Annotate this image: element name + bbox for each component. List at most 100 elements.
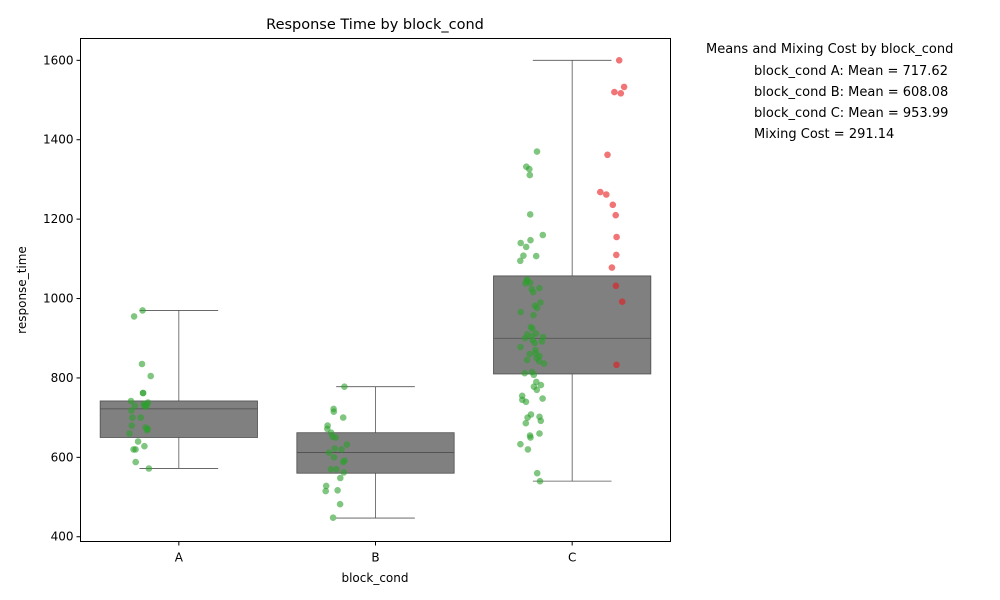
data-point [132, 458, 139, 466]
data-point [130, 313, 138, 320]
data-point [325, 449, 333, 456]
data-point [517, 440, 524, 448]
data-point [533, 304, 541, 312]
x-tick-label: B [371, 551, 379, 565]
x-axis: A B C [175, 541, 576, 565]
data-point [517, 257, 524, 265]
summary-line-c: block_cond C: Mean = 953.99 [754, 106, 948, 121]
x-axis-label: block_cond [341, 571, 408, 585]
data-point [327, 465, 335, 473]
data-point [597, 188, 604, 196]
data-point [539, 395, 546, 402]
data-point [536, 430, 543, 437]
data-point [522, 280, 529, 287]
data-point [340, 469, 348, 476]
data-point [131, 402, 139, 410]
y-tick-label: 800 [51, 371, 74, 385]
data-point [522, 398, 530, 406]
data-point [129, 414, 136, 421]
y-tick-label: 1000 [43, 292, 74, 306]
data-point [341, 383, 348, 391]
data-point [620, 83, 628, 91]
y-tick-label: 600 [51, 450, 74, 464]
box-iqr-A [99, 400, 258, 438]
data-point [522, 419, 530, 427]
data-point [337, 474, 344, 482]
data-point [517, 239, 524, 247]
data-point [529, 325, 536, 333]
summary-line-mixing-cost: Mixing Cost = 291.14 [754, 127, 894, 142]
data-point [141, 442, 148, 450]
data-point [537, 381, 545, 389]
box-iqr-C [493, 275, 652, 375]
data-point [612, 211, 619, 219]
data-point [338, 446, 345, 453]
y-tick-label: 400 [51, 530, 74, 544]
data-point [343, 441, 351, 448]
data-point [333, 465, 340, 473]
data-point [137, 414, 145, 421]
data-point [532, 252, 540, 260]
data-point [618, 298, 626, 306]
data-point [536, 477, 544, 485]
boxes-layer [99, 59, 652, 519]
data-point [613, 233, 620, 241]
data-point [332, 434, 339, 441]
data-point [535, 358, 543, 365]
data-point [617, 90, 625, 97]
data-point [539, 231, 547, 239]
data-point [128, 422, 136, 429]
data-point [126, 430, 133, 437]
data-point [139, 389, 147, 397]
y-axis: 400 600 800 1000 1200 1400 1600 [43, 53, 81, 544]
data-point [612, 282, 620, 290]
data-point [527, 434, 534, 441]
data-point [331, 445, 339, 452]
data-point [615, 57, 623, 64]
data-point [533, 469, 541, 477]
data-point [521, 369, 528, 377]
y-tick-label: 1600 [43, 53, 74, 67]
y-tick-label: 1400 [43, 133, 74, 147]
data-point [523, 356, 531, 364]
data-point [609, 201, 617, 209]
chart-title: Response Time by block_cond [266, 17, 484, 33]
data-point [127, 397, 135, 405]
data-point [611, 88, 618, 96]
data-point [339, 458, 347, 466]
data-point [538, 338, 546, 345]
y-axis-label: response_time [15, 246, 29, 334]
x-tick-label: C [568, 551, 576, 565]
data-point [533, 386, 541, 394]
data-point [329, 514, 337, 521]
data-point [322, 487, 330, 495]
data-point [138, 360, 146, 368]
data-point [334, 487, 341, 494]
data-point [537, 299, 544, 306]
data-point [537, 417, 545, 425]
data-point [522, 243, 530, 251]
x-tick-label: A [175, 551, 184, 565]
data-point [521, 334, 529, 342]
data-point [608, 264, 616, 271]
data-point [520, 252, 527, 259]
data-point [529, 288, 537, 296]
y-tick-label: 1200 [43, 212, 74, 226]
data-point [613, 251, 620, 259]
data-point [526, 350, 533, 358]
data-point [526, 211, 534, 218]
data-point [524, 446, 532, 453]
data-point [145, 465, 153, 472]
data-point [517, 343, 524, 351]
data-point [540, 360, 548, 367]
summary-line-a: block_cond A: Mean = 717.62 [754, 64, 948, 79]
data-point [527, 236, 534, 244]
data-point [147, 372, 154, 380]
data-point [517, 308, 524, 316]
data-point [142, 403, 150, 410]
data-point [531, 339, 539, 347]
data-point [603, 191, 610, 198]
points-layer [126, 57, 628, 521]
data-point [533, 148, 541, 155]
